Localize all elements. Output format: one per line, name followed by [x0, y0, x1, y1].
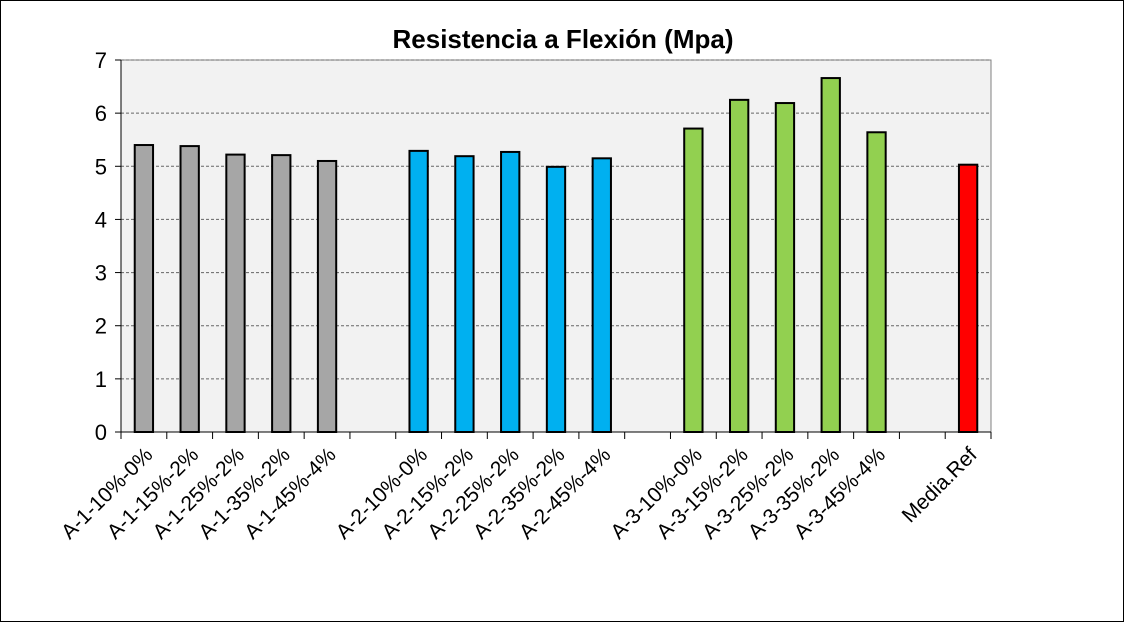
y-tick-label: 3	[95, 261, 107, 286]
bar	[957, 163, 979, 433]
bar	[179, 145, 200, 433]
bar	[133, 144, 155, 433]
y-tick-label: 2	[95, 314, 107, 339]
bar	[545, 165, 567, 433]
x-category-label: Media.Ref	[898, 443, 982, 527]
bar	[408, 149, 429, 433]
y-tick-label: 7	[95, 48, 107, 73]
bar	[729, 98, 750, 433]
bar	[454, 155, 475, 433]
bar	[774, 102, 796, 433]
bar	[271, 154, 292, 434]
y-tick-label: 6	[95, 101, 107, 126]
bar	[500, 150, 521, 434]
bar	[591, 157, 612, 433]
bar	[225, 153, 246, 433]
bar	[683, 127, 704, 433]
bar	[866, 131, 887, 433]
y-tick-label: 0	[95, 420, 107, 445]
chart-title: Resistencia a Flexión (Mpa)	[392, 24, 734, 54]
bar	[316, 159, 338, 433]
y-tick-label: 4	[95, 207, 107, 232]
bar	[820, 77, 841, 433]
y-tick-label: 1	[95, 367, 107, 392]
y-tick-label: 5	[95, 154, 107, 179]
